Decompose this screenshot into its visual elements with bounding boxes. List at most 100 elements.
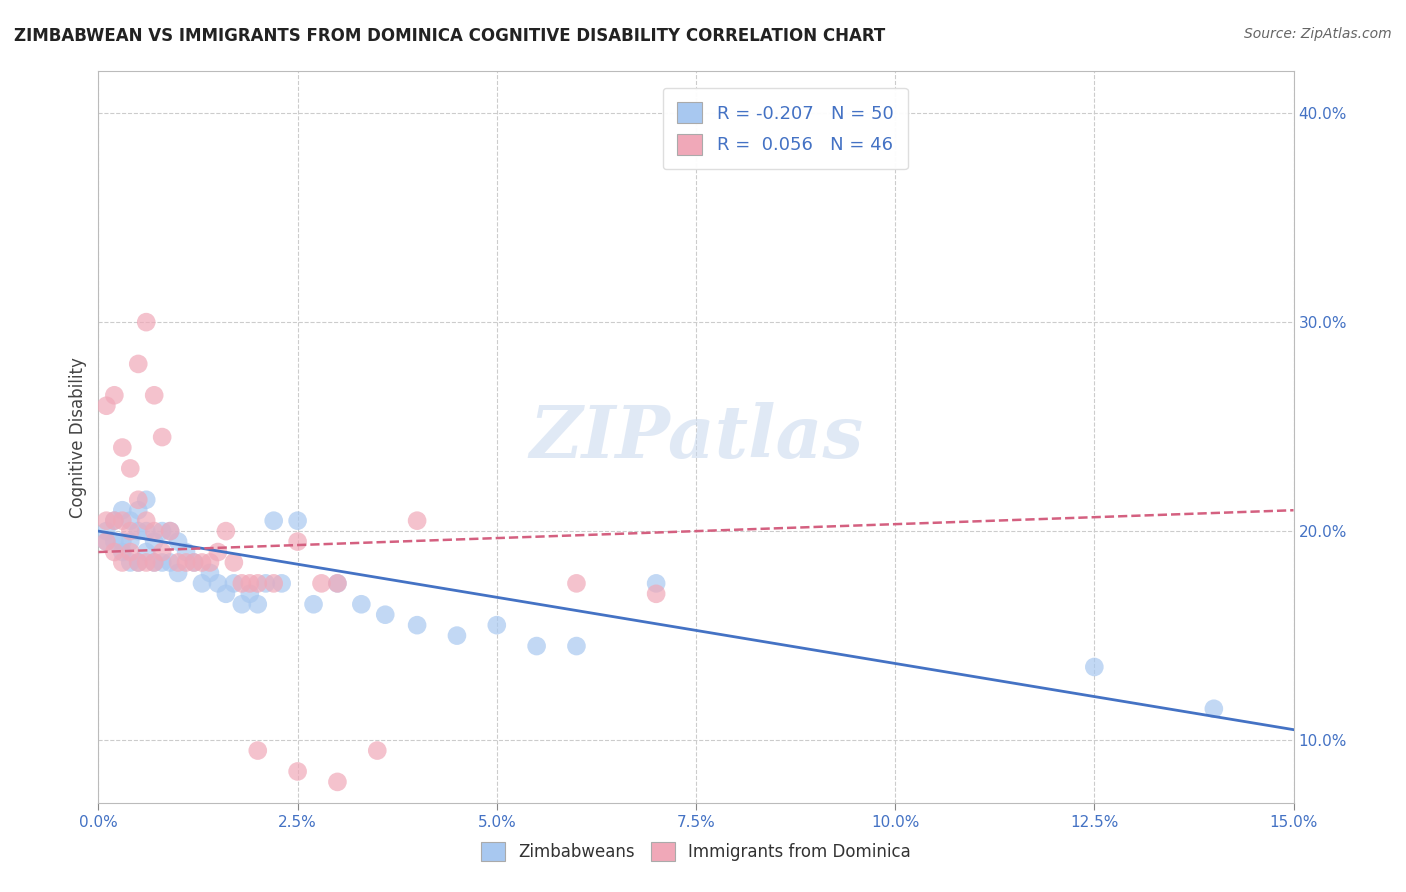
Point: [1202, 702, 1225, 716]
Text: ZIMBABWEAN VS IMMIGRANTS FROM DOMINICA COGNITIVE DISABILITY CORRELATION CHART: ZIMBABWEAN VS IMMIGRANTS FROM DOMINICA C…: [14, 27, 886, 45]
Point: [326, 576, 349, 591]
Point: [135, 492, 157, 507]
Point: [143, 388, 166, 402]
Point: [111, 514, 134, 528]
Point: [254, 576, 277, 591]
Point: [485, 618, 508, 632]
Point: [222, 556, 245, 570]
Point: [207, 545, 229, 559]
Point: [96, 514, 118, 528]
Point: [215, 587, 238, 601]
Point: [159, 524, 181, 538]
Point: [96, 534, 118, 549]
Point: [135, 315, 157, 329]
Point: [270, 576, 292, 591]
Point: [150, 524, 173, 538]
Point: [135, 514, 157, 528]
Point: [231, 597, 253, 611]
Point: [183, 556, 205, 570]
Point: [167, 534, 190, 549]
Point: [135, 545, 157, 559]
Point: [111, 556, 134, 570]
Point: [222, 576, 245, 591]
Point: [127, 492, 149, 507]
Point: [111, 545, 134, 559]
Point: [526, 639, 548, 653]
Point: [127, 524, 149, 538]
Point: [406, 514, 429, 528]
Point: [287, 514, 309, 528]
Point: [246, 597, 269, 611]
Point: [374, 607, 396, 622]
Point: [103, 388, 125, 402]
Point: [198, 566, 221, 580]
Point: [111, 503, 134, 517]
Point: [406, 618, 429, 632]
Point: [143, 556, 166, 570]
Point: [326, 576, 349, 591]
Point: [103, 534, 125, 549]
Point: [350, 597, 373, 611]
Point: [103, 514, 125, 528]
Point: [446, 629, 468, 643]
Legend: Zimbabweans, Immigrants from Dominica: Zimbabweans, Immigrants from Dominica: [475, 835, 917, 868]
Point: [150, 430, 173, 444]
Point: [111, 441, 134, 455]
Point: [565, 576, 588, 591]
Point: [111, 534, 134, 549]
Point: [246, 743, 269, 757]
Point: [311, 576, 333, 591]
Point: [120, 545, 142, 559]
Y-axis label: Cognitive Disability: Cognitive Disability: [69, 357, 87, 517]
Point: [127, 503, 149, 517]
Point: [207, 576, 229, 591]
Point: [215, 524, 238, 538]
Point: [183, 556, 205, 570]
Point: [96, 534, 118, 549]
Point: [120, 514, 142, 528]
Point: [191, 556, 214, 570]
Point: [263, 576, 285, 591]
Point: [127, 556, 149, 570]
Point: [120, 461, 142, 475]
Point: [191, 576, 214, 591]
Point: [239, 587, 262, 601]
Point: [120, 534, 142, 549]
Point: [150, 545, 173, 559]
Point: [174, 556, 197, 570]
Point: [246, 576, 269, 591]
Point: [135, 524, 157, 538]
Point: [103, 514, 125, 528]
Point: [287, 764, 309, 779]
Point: [287, 534, 309, 549]
Point: [198, 556, 221, 570]
Point: [366, 743, 388, 757]
Point: [96, 524, 118, 538]
Point: [645, 587, 668, 601]
Point: [302, 597, 325, 611]
Text: ZIPatlas: ZIPatlas: [529, 401, 863, 473]
Point: [127, 556, 149, 570]
Point: [127, 357, 149, 371]
Point: [1083, 660, 1105, 674]
Point: [239, 576, 262, 591]
Point: [159, 556, 181, 570]
Point: [143, 556, 166, 570]
Point: [565, 639, 588, 653]
Point: [150, 556, 173, 570]
Point: [96, 399, 118, 413]
Point: [120, 556, 142, 570]
Point: [231, 576, 253, 591]
Point: [326, 775, 349, 789]
Point: [174, 545, 197, 559]
Point: [135, 556, 157, 570]
Point: [167, 566, 190, 580]
Point: [645, 576, 668, 591]
Text: Source: ZipAtlas.com: Source: ZipAtlas.com: [1244, 27, 1392, 41]
Point: [167, 556, 190, 570]
Point: [159, 524, 181, 538]
Point: [143, 524, 166, 538]
Point: [103, 545, 125, 559]
Point: [263, 514, 285, 528]
Point: [120, 524, 142, 538]
